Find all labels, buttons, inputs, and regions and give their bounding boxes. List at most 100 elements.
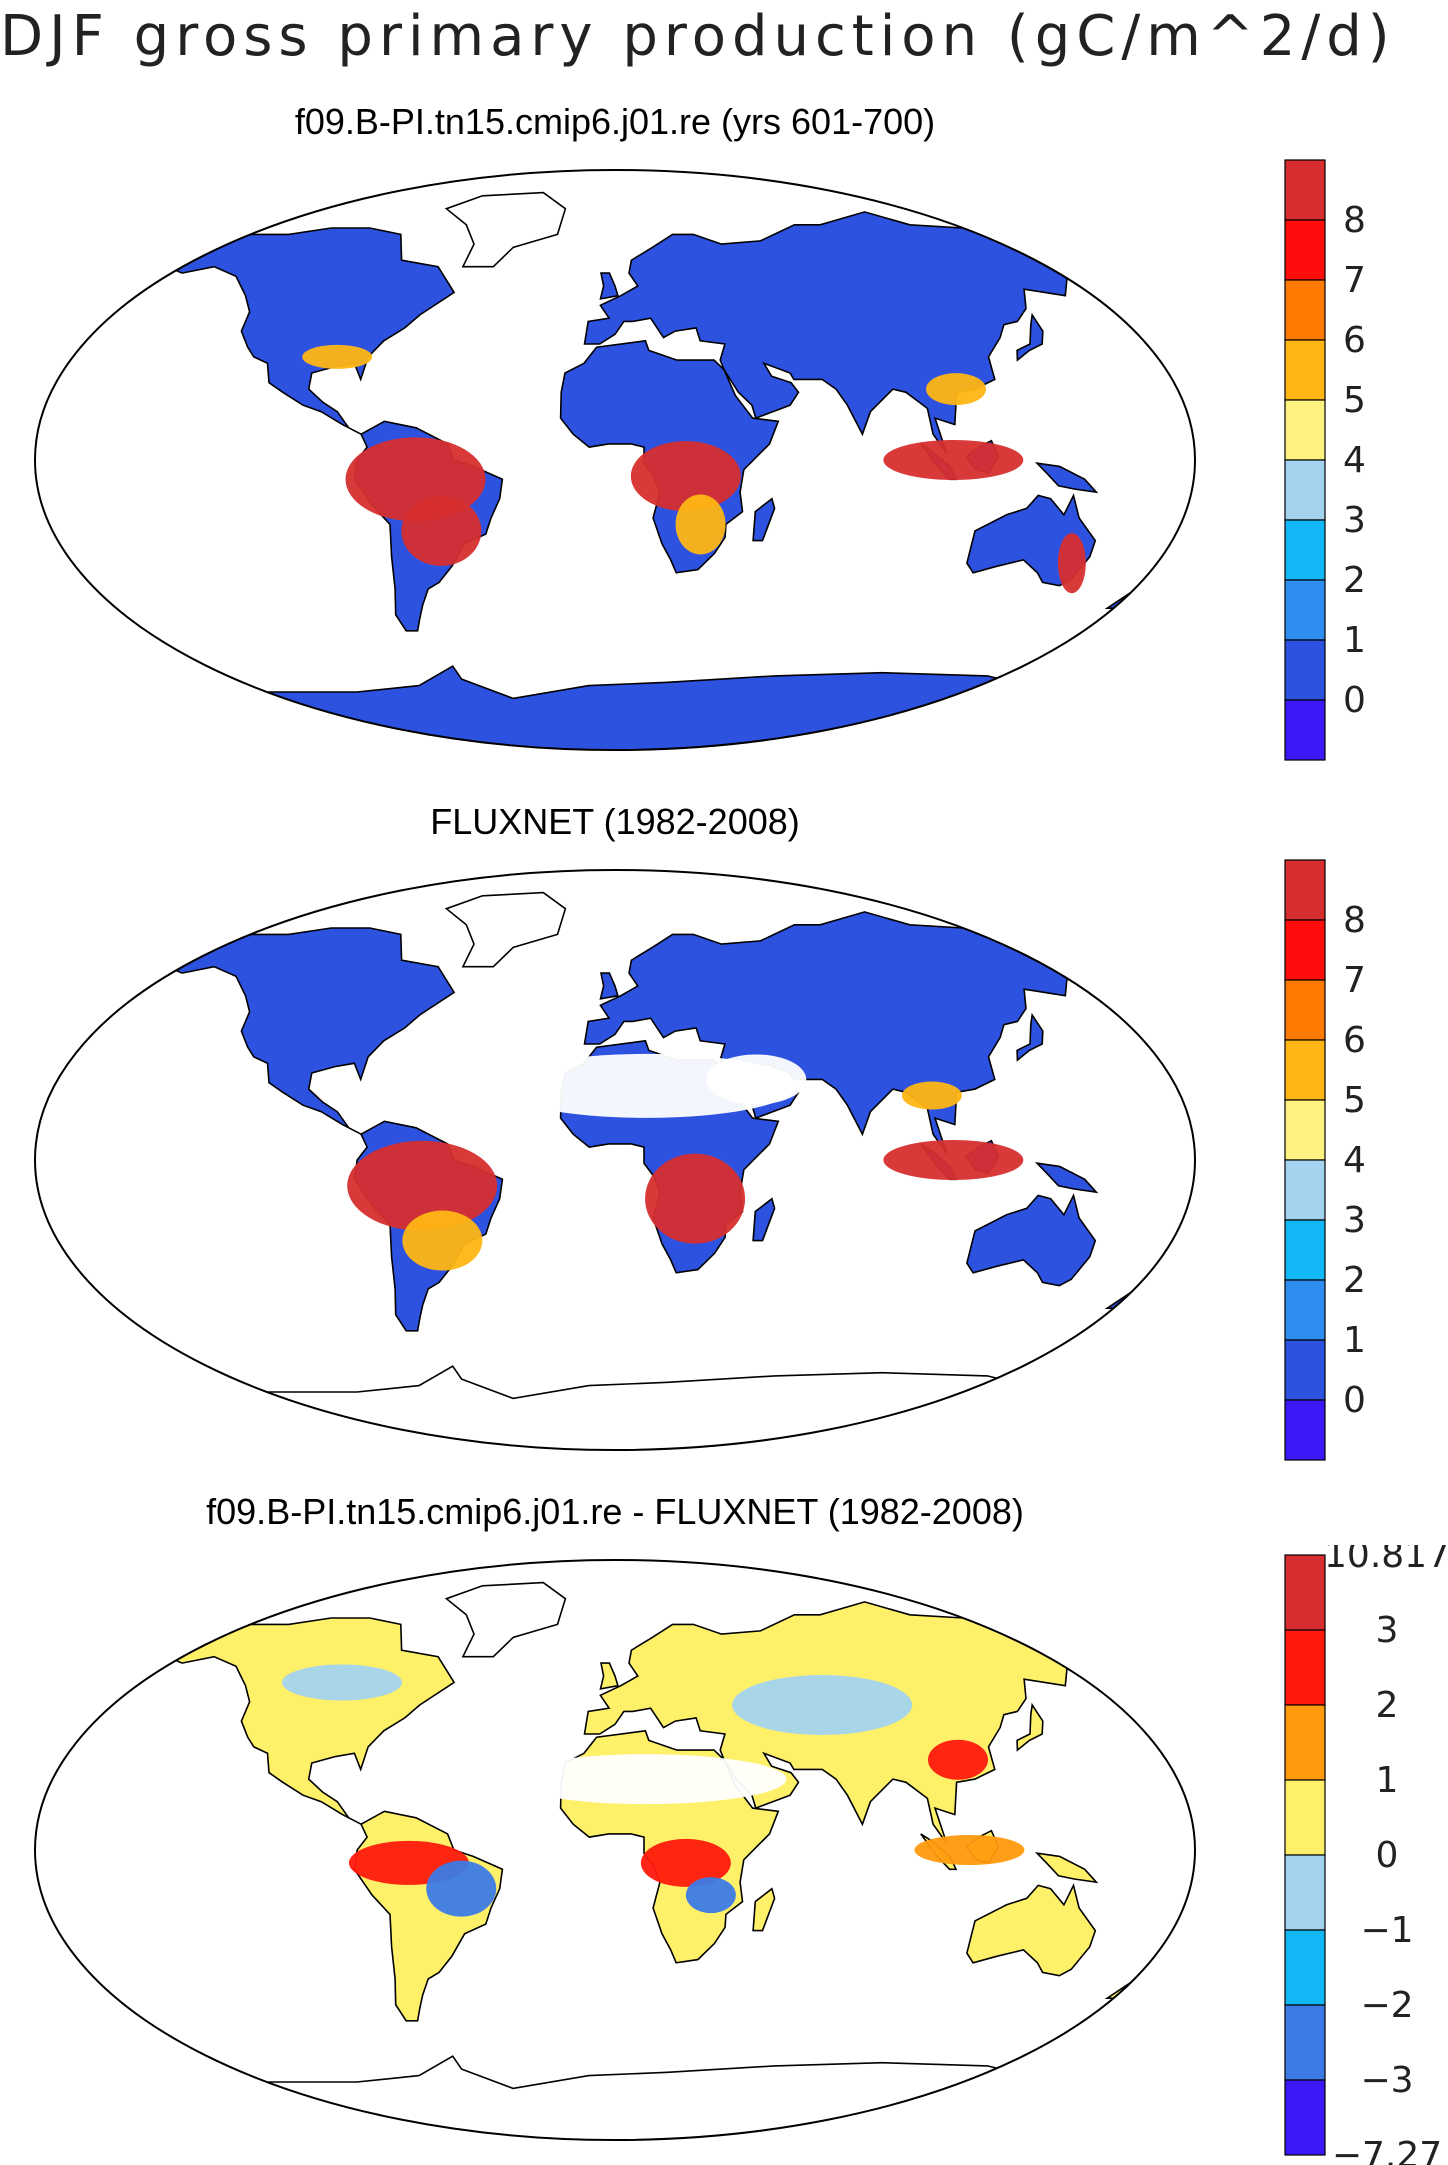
region-congo-positive <box>640 1838 731 1887</box>
landmass-greenland <box>444 1581 567 1658</box>
landmass-antarctica <box>142 1365 1072 1450</box>
landmass-madagascar <box>752 1197 776 1242</box>
colorbar-swatch <box>1284 159 1326 221</box>
colorbar-tick-label: 4 <box>1343 440 1366 481</box>
panel-3-title: f09.B-PI.tn15.cmip6.j01.re - FLUXNET (19… <box>206 1491 1024 1532</box>
colorbar-tick-label: 2 <box>1343 560 1366 601</box>
region-south-china-mid <box>926 373 987 406</box>
landmass-newGuinea <box>1034 1162 1099 1194</box>
region-brazil-negative <box>426 1860 497 1917</box>
region-brazil-high <box>401 495 482 566</box>
map-frame <box>34 1559 1196 2141</box>
colorbar-swatch <box>1284 1099 1326 1161</box>
colorbar-swatch <box>1284 579 1326 641</box>
colorbar-tick-label: 2 <box>1343 1260 1366 1301</box>
colorbar-tick-label: 1 <box>1343 620 1366 661</box>
colorbar-tick-label: 7 <box>1343 260 1366 301</box>
landmass-northAmerica <box>164 227 456 435</box>
region-southern-africa-mid <box>675 494 726 555</box>
colorbar-swatch <box>1284 2004 1326 2081</box>
colorbar-tick-label: 1 <box>1376 1760 1399 1801</box>
colorbar-tick-label: 10.817 <box>1324 1545 1448 1576</box>
landmass-japan <box>1016 1012 1044 1062</box>
region-us-south-mid <box>302 344 373 369</box>
landmass-northAmerica <box>164 1617 456 1825</box>
colorbar-swatch <box>1284 1219 1326 1281</box>
landmass-antarctica <box>142 2055 1072 2140</box>
colorbar-swatch <box>1284 219 1326 281</box>
landmass-uk <box>599 1662 619 1690</box>
region-sahara-missing <box>506 1754 787 1805</box>
region-east-australia-high <box>1057 533 1086 594</box>
landmass-japan <box>1016 1702 1044 1752</box>
colorbar-swatch <box>1284 1929 1326 2006</box>
region-east-africa-negative <box>685 1877 736 1914</box>
colorbar-swatch <box>1284 1854 1326 1931</box>
colorbar-swatch <box>1284 459 1326 521</box>
colorbar-tick-label: 4 <box>1343 1140 1366 1181</box>
colorbar-swatch <box>1284 1554 1326 1631</box>
map-panel-model <box>34 169 1196 751</box>
panel-1-title: f09.B-PI.tn15.cmip6.j01.re (yrs 601-700) <box>294 101 936 142</box>
region-canada-negative <box>281 1664 402 1701</box>
panel-2-title: FLUXNET (1982-2008) <box>430 801 800 842</box>
landmass-newGuinea <box>1034 462 1099 494</box>
region-indonesia-high <box>883 1140 1024 1180</box>
colorbar-swatch <box>1284 1399 1326 1461</box>
region-east-china-positive <box>927 1739 988 1780</box>
colorbar-tick-label: 0 <box>1343 1380 1366 1421</box>
colorbar-swatch <box>1284 399 1326 461</box>
landmass-eurasia <box>583 211 1098 455</box>
colorbar-tick-label: 8 <box>1343 200 1366 241</box>
map-panel-difference <box>34 1559 1196 2141</box>
colorbar-swatch <box>1284 519 1326 581</box>
colorbar-swatch <box>1284 339 1326 401</box>
map-panel-fluxnet <box>34 869 1196 1451</box>
colorbar-swatch <box>1284 699 1326 761</box>
landmass-japan <box>1016 312 1044 362</box>
colorbar-tick-label: −3 <box>1360 2060 1413 2101</box>
colorbar-fluxnet: 8 7 6 5 4 3 2 1 0 <box>1284 859 1366 1461</box>
colorbar-swatch <box>1284 1704 1326 1781</box>
colorbar-tick-label: 3 <box>1343 1200 1366 1241</box>
landmass-uk <box>599 972 619 1000</box>
landmass-greenland <box>444 891 567 968</box>
colorbar-swatch <box>1284 279 1326 341</box>
region-indonesia-positive <box>914 1835 1025 1865</box>
landmass-australia <box>966 1883 1097 1977</box>
region-central-asia-negative <box>732 1675 913 1735</box>
colorbar-difference: 10.817 3 2 1 0 −1 −2 −3 −7.27 <box>1284 1545 1448 2165</box>
colorbar-tick-label: 1 <box>1343 1320 1366 1361</box>
landmass-newGuinea <box>1034 1852 1099 1884</box>
colorbar-swatch <box>1284 859 1326 921</box>
colorbar-swatch <box>1284 2079 1326 2156</box>
colorbar-tick-label: 2 <box>1376 1685 1399 1726</box>
colorbar-tick-label: 8 <box>1343 900 1366 941</box>
colorbar-swatch <box>1284 1339 1326 1401</box>
region-arabia-missing <box>706 1054 807 1105</box>
colorbar-tick-label: −1 <box>1360 1910 1413 1951</box>
landmass-australia <box>966 1193 1097 1287</box>
colorbar-tick-label: 5 <box>1343 380 1366 421</box>
map-frame <box>34 869 1196 1451</box>
colorbar-swatch <box>1284 639 1326 701</box>
colorbar-swatch <box>1284 979 1326 1041</box>
map-frame <box>34 169 1196 751</box>
colorbar-tick-label: 0 <box>1343 680 1366 721</box>
colorbar-swatch <box>1284 1779 1326 1856</box>
landmass-antarctica <box>142 665 1072 750</box>
colorbar-tick-label: 6 <box>1343 320 1366 361</box>
region-indonesia-high <box>883 440 1024 480</box>
landmass-greenland <box>444 191 567 268</box>
main-title: DJF gross primary production (gC/m^2/d) <box>0 4 1396 69</box>
region-amazon-high <box>347 1140 498 1231</box>
landmass-uk <box>599 272 619 300</box>
colorbar-tick-label: −2 <box>1360 1985 1413 2026</box>
colorbar-swatch <box>1284 1039 1326 1101</box>
colorbar-swatch <box>1284 919 1326 981</box>
colorbar-tick-label: −7.27 <box>1332 2135 1442 2165</box>
colorbar-tick-label: 3 <box>1376 1610 1399 1651</box>
colorbar-swatch <box>1284 1279 1326 1341</box>
region-central-africa-high <box>645 1153 746 1244</box>
region-southeast-asia-mid <box>901 1081 962 1110</box>
